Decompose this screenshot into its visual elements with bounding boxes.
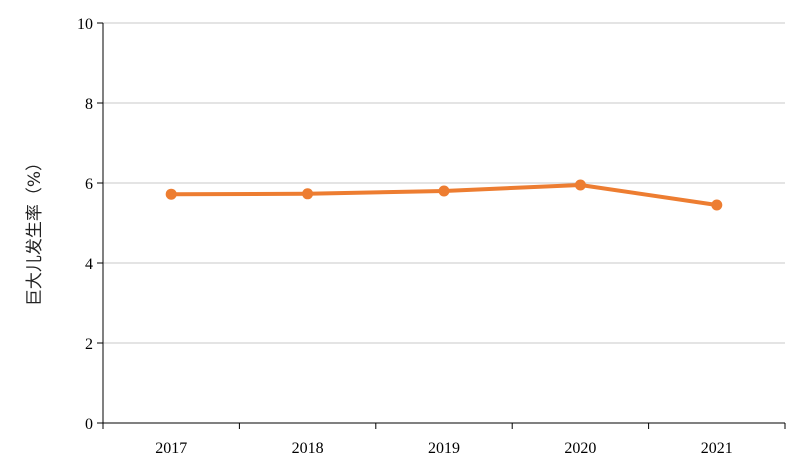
data-point [302, 188, 314, 200]
data-point [574, 179, 586, 191]
y-tick-labels: 0 2 4 6 8 10 [77, 16, 93, 433]
x-tick-labels: 2017 2018 2019 2020 2021 [155, 440, 733, 457]
y-tick-label: 10 [77, 16, 93, 33]
y-tick-label: 0 [85, 416, 93, 433]
y-tick-label: 8 [85, 96, 93, 113]
y-tick-label: 4 [85, 256, 93, 273]
data-points [165, 179, 723, 211]
data-point [438, 185, 450, 197]
x-tick-label: 2020 [564, 440, 596, 457]
grid-lines [103, 22, 785, 344]
y-tick-label: 2 [85, 336, 93, 353]
x-tick-label: 2017 [155, 440, 187, 457]
x-tick-label: 2019 [428, 440, 460, 457]
x-tick-label: 2018 [292, 440, 324, 457]
y-axis-title: 巨大儿发生率（%） [25, 154, 45, 306]
x-tick-label: 2021 [701, 440, 733, 457]
axes [97, 22, 786, 429]
data-point [711, 199, 723, 211]
data-point [165, 188, 177, 200]
y-tick-label: 6 [85, 176, 93, 193]
